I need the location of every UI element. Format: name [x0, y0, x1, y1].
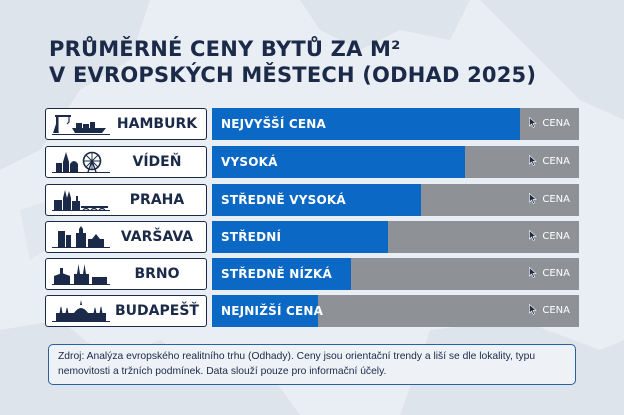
price-level-label: VYSOKÁ	[221, 155, 278, 169]
bar-track: STŘEDNĚ VYSOKÁ CENA	[212, 184, 579, 216]
price-tag[interactable]: CENA	[529, 258, 570, 290]
price-level-label: STŘEDNĚ NÍZKÁ	[221, 267, 333, 281]
city-name: HAMBURK	[116, 116, 198, 132]
chart-title: PRŮMĚRNÉ CENY BYTŮ ZA M² V EVROPSKÝCH MĚ…	[49, 36, 536, 88]
cursor-arrow-icon	[529, 266, 538, 278]
cursor-arrow-icon	[529, 229, 538, 241]
bar-fill	[212, 258, 351, 290]
budapest-parliament-icon	[52, 300, 110, 322]
city-label-box: HAMBURK	[45, 108, 207, 140]
price-tag-label: CENA	[542, 231, 570, 242]
city-name: PRAHA	[129, 192, 185, 208]
bar-track: NEJNIŽŠÍ CENA CENA	[212, 295, 579, 327]
city-label-box: BUDAPEŠŤ	[45, 295, 207, 327]
price-tag[interactable]: CENA	[529, 221, 570, 253]
cursor-arrow-icon	[529, 116, 538, 128]
city-name: VÍDEŇ	[132, 154, 182, 170]
brno-cathedral-icon	[52, 264, 110, 285]
price-tag-label: CENA	[542, 156, 570, 167]
warsaw-skyline-icon	[52, 226, 110, 248]
bar-track: STŘEDNÍ CENA	[212, 221, 579, 253]
prague-castle-bridge-icon	[52, 190, 110, 211]
city-name: VARŠAVA	[120, 229, 194, 245]
cursor-arrow-icon	[529, 192, 538, 204]
bar-fill	[212, 146, 465, 178]
city-name: BRNO	[134, 266, 180, 282]
price-tag[interactable]: CENA	[529, 146, 570, 178]
chart-title-line-1: PRŮMĚRNÉ CENY BYTŮ ZA M²	[49, 37, 401, 61]
cursor-arrow-icon	[529, 303, 538, 315]
price-tag-label: CENA	[542, 194, 570, 205]
bar-row-viden: VÍDEŇ VYSOKÁ CENA	[45, 146, 580, 178]
city-label-box: PRAHA	[45, 184, 207, 216]
price-tag[interactable]: CENA	[529, 295, 570, 327]
bar-fill	[212, 108, 520, 140]
price-tag-label: CENA	[542, 118, 570, 129]
bar-fill	[212, 221, 388, 253]
bar-row-praha: PRAHA STŘEDNĚ VYSOKÁ CENA	[45, 184, 580, 216]
port-crane-ship-icon	[52, 115, 110, 135]
price-tag-label: CENA	[542, 268, 570, 279]
city-name: BUDAPEŠŤ	[115, 303, 199, 319]
bar-row-budapest: BUDAPEŠŤ NEJNIŽŠÍ CENA CENA	[45, 295, 580, 327]
bar-row-hamburk: HAMBURK NEJVYŠŠÍ CENA CENA	[45, 108, 580, 140]
city-label-box: VARŠAVA	[45, 221, 207, 253]
price-level-label: NEJNIŽŠÍ CENA	[221, 304, 324, 318]
bar-row-varsava: VARŠAVA STŘEDNÍ CENA	[45, 221, 580, 253]
cursor-arrow-icon	[529, 154, 538, 166]
price-tag[interactable]: CENA	[529, 184, 570, 216]
city-label-box: BRNO	[45, 258, 207, 290]
vienna-ferris-wheel-icon	[52, 151, 110, 173]
bar-fill	[212, 295, 318, 327]
city-label-box: VÍDEŇ	[45, 146, 207, 178]
bar-track: NEJVYŠŠÍ CENA CENA	[212, 108, 579, 140]
source-note: Zdroj: Analýza evropského realitního trh…	[48, 344, 576, 385]
bar-track: STŘEDNĚ NÍZKÁ CENA	[212, 258, 579, 290]
price-tag-label: CENA	[542, 305, 570, 316]
price-level-label: STŘEDNĚ VYSOKÁ	[221, 193, 346, 207]
bar-row-brno: BRNO STŘEDNĚ NÍZKÁ CENA	[45, 258, 580, 290]
bar-track: VYSOKÁ CENA	[212, 146, 579, 178]
price-level-label: STŘEDNÍ	[221, 230, 282, 244]
price-level-label: NEJVYŠŠÍ CENA	[221, 117, 327, 131]
chart-title-line-2: V EVROPSKÝCH MĚSTECH (ODHAD 2025)	[49, 63, 537, 87]
bar-fill	[212, 184, 421, 216]
price-tag[interactable]: CENA	[529, 108, 570, 140]
